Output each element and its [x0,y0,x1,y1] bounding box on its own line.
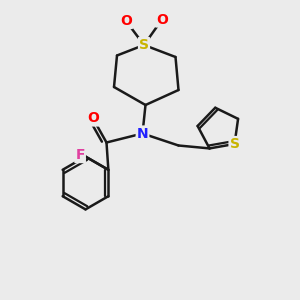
Text: S: S [230,137,239,151]
Text: O: O [87,112,99,125]
Text: S: S [139,38,149,52]
Text: O: O [120,14,132,28]
Text: N: N [137,127,148,140]
Text: F: F [75,148,85,162]
Text: O: O [156,13,168,26]
